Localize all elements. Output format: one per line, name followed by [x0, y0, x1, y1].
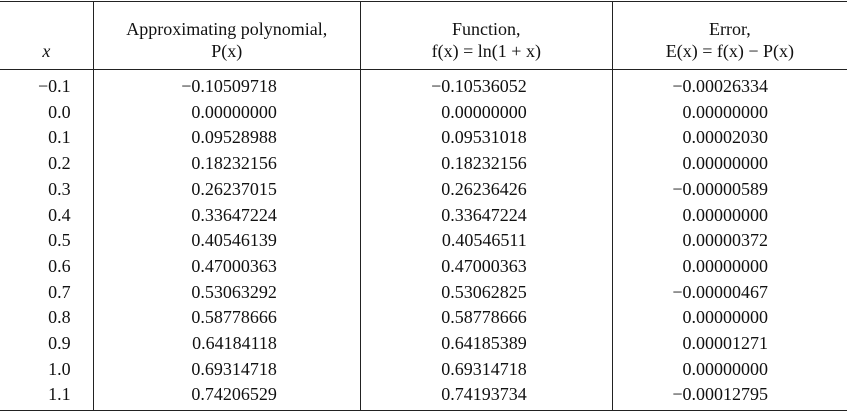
header-x: x [0, 1, 94, 70]
cell-function: 0.69314718 [359, 356, 613, 383]
cell-error: −0.00012795 [611, 382, 847, 412]
cell-x: 0.6 [48, 255, 71, 276]
table-row: 1.0 0.69314718 0.69314718 0.00000000 [0, 356, 847, 383]
cell-function: 0.00000000 [359, 99, 613, 126]
cell-polynomial: 0.26237015 [92, 176, 361, 203]
header-error-line1: Error, [708, 19, 751, 39]
table-row: 0.0 0.00000000 0.00000000 0.00000000 [0, 99, 847, 126]
cell-error: 0.00001271 [611, 331, 847, 357]
table-row: 0.4 0.33647224 0.33647224 0.00000000 [0, 202, 847, 229]
table-row: 0.8 0.58778666 0.58778666 0.00000000 [0, 305, 847, 332]
header-row: x Approximating polynomial, P(x) Functio… [0, 1, 847, 70]
cell-x: −0.1 [37, 76, 71, 96]
cell-function: 0.53062825 [359, 279, 613, 306]
cell-function: 0.47000363 [359, 253, 613, 280]
table-row: 0.9 0.64184118 0.64185389 0.00001271 [0, 331, 847, 357]
cell-polynomial: 0.40546139 [92, 228, 361, 254]
cell-polynomial: 0.58778666 [92, 305, 361, 332]
cell-x: 0.2 [48, 153, 71, 174]
cell-error: 0.00000000 [611, 99, 847, 126]
cell-error: 0.00000000 [611, 305, 847, 332]
cell-function: 0.33647224 [359, 202, 613, 229]
cell-polynomial: −0.10509718 [92, 69, 361, 100]
cell-x: 0.0 [48, 101, 71, 122]
cell-function: 0.40546511 [359, 228, 613, 254]
header-error-line2: E(x) = f(x) − P(x) [665, 41, 794, 61]
table-row: 1.1 0.74206529 0.74193734 −0.00012795 [0, 382, 847, 412]
cell-x: 0.8 [48, 307, 71, 328]
cell-polynomial: 0.33647224 [92, 202, 361, 229]
cell-polynomial: 0.74206529 [92, 382, 361, 412]
cell-error: 0.00000000 [611, 253, 847, 280]
table-row: 0.7 0.53063292 0.53062825 −0.00000467 [0, 279, 847, 306]
cell-x: 0.5 [48, 230, 71, 251]
table-row: 0.2 0.18232156 0.18232156 0.00000000 [0, 151, 847, 177]
cell-function: 0.26236426 [359, 176, 613, 203]
cell-polynomial: 0.09528988 [92, 125, 361, 152]
header-function: Function, f(x) = ln(1 + x) [359, 1, 613, 70]
cell-error: −0.00000589 [611, 176, 847, 203]
table-body: −0.1 −0.10509718 −0.10536052 −0.00026334 0.0… [0, 69, 847, 412]
cell-polynomial: 0.18232156 [92, 151, 361, 177]
cell-x: 0.9 [48, 333, 71, 354]
cell-error: 0.00000372 [611, 228, 847, 254]
cell-x: 1.1 [0, 382, 94, 412]
approximation-table: x Approximating polynomial, P(x) Functio… [0, 1, 847, 412]
cell-function: −0.10536052 [359, 69, 613, 100]
cell-polynomial: 0.47000363 [92, 253, 361, 280]
cell-function: 0.09531018 [359, 125, 613, 152]
cell-function: 0.64185389 [359, 331, 613, 357]
cell-function: 0.18232156 [359, 151, 613, 177]
cell-polynomial: 0.64184118 [92, 331, 361, 357]
table-row: 0.5 0.40546139 0.40546511 0.00000372 [0, 228, 847, 254]
cell-x: 0.3 [48, 178, 71, 199]
table-row: 0.3 0.26237015 0.26236426 −0.00000589 [0, 176, 847, 203]
table-row: −0.1 −0.10509718 −0.10536052 −0.00026334 [0, 69, 847, 100]
table-row: 0.1 0.09528988 0.09531018 0.00002030 [0, 125, 847, 152]
header-polynomial-line1: Approximating polynomial, [126, 19, 328, 39]
cell-error: 0.00002030 [611, 125, 847, 152]
cell-polynomial: 0.00000000 [92, 99, 361, 126]
cell-error: −0.00026334 [611, 69, 847, 100]
header-function-line1: Function, [452, 19, 521, 39]
cell-x: 1.0 [48, 358, 71, 379]
cell-x: 0.4 [48, 204, 71, 225]
cell-function: 0.58778666 [359, 305, 613, 332]
cell-error: 0.00000000 [611, 202, 847, 229]
cell-polynomial: 0.53063292 [92, 279, 361, 306]
cell-error: 0.00000000 [611, 356, 847, 383]
cell-error: −0.00000467 [611, 279, 847, 306]
table-row: 0.6 0.47000363 0.47000363 0.00000000 [0, 253, 847, 280]
header-polynomial: Approximating polynomial, P(x) [92, 1, 361, 70]
cell-x: 0.7 [48, 281, 71, 302]
cell-x: 0.1 [48, 127, 71, 148]
header-polynomial-line2: P(x) [211, 41, 243, 61]
cell-polynomial: 0.69314718 [92, 356, 361, 383]
header-error: Error, E(x) = f(x) − P(x) [611, 1, 847, 70]
cell-function: 0.74193734 [359, 382, 613, 412]
cell-error: 0.00000000 [611, 151, 847, 177]
header-function-line2: f(x) = ln(1 + x) [431, 41, 541, 61]
